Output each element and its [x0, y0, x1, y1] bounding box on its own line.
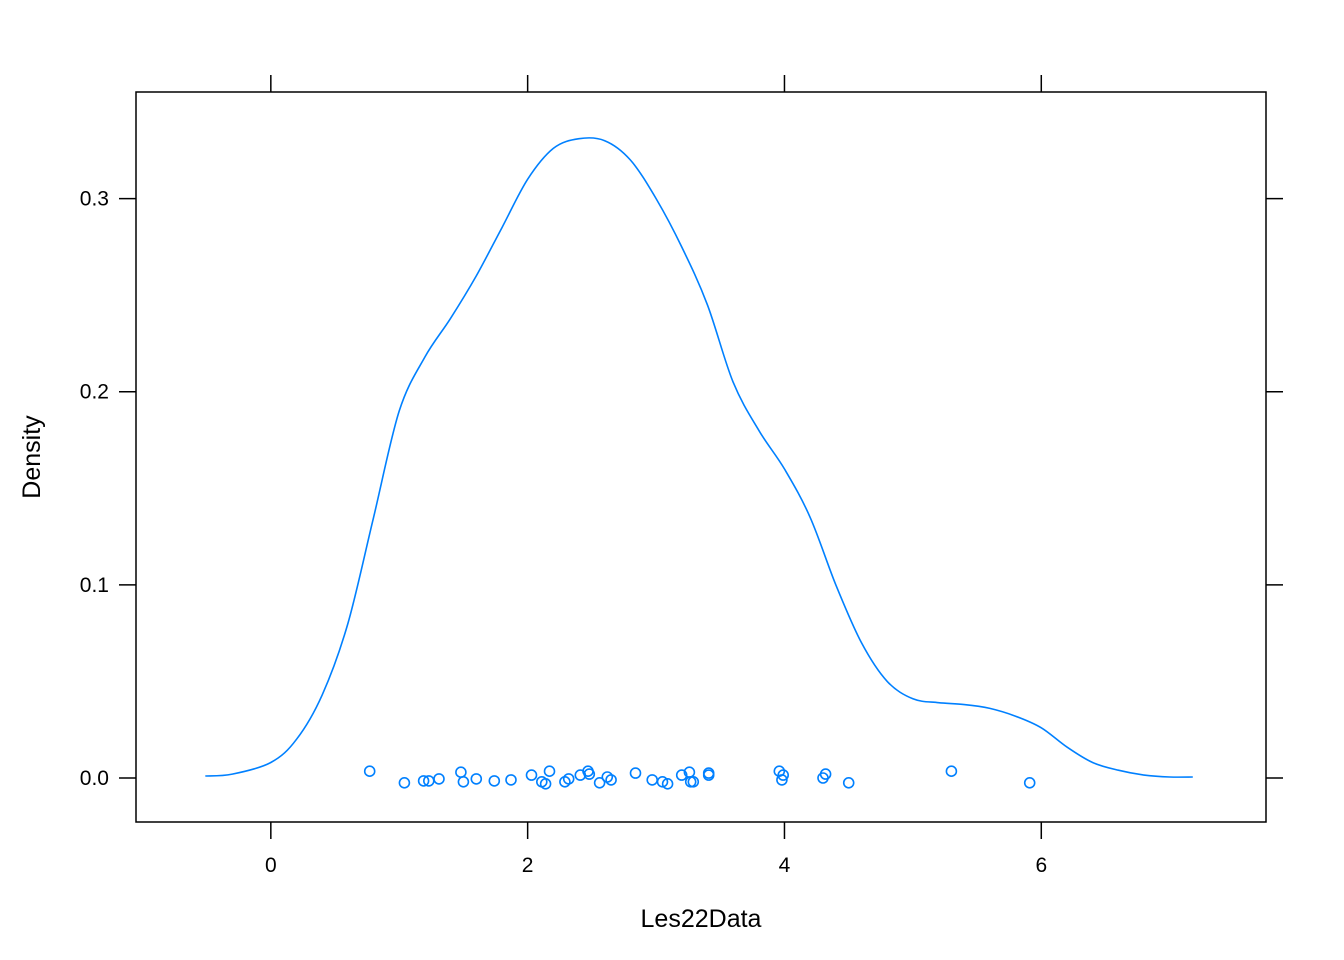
data-point [945, 765, 958, 778]
data-point [363, 765, 376, 778]
y-tick-label: 0.2 [80, 381, 109, 404]
x-tick-label: 0 [265, 854, 277, 877]
y-tick-label: 0.3 [80, 188, 109, 211]
plot-frame [135, 91, 1267, 823]
data-point [470, 773, 483, 785]
data-point [525, 769, 538, 781]
data-point [629, 767, 642, 779]
data-point [777, 769, 790, 781]
data-point [842, 776, 855, 789]
data-point [505, 774, 517, 786]
y-axis-title: Density [18, 415, 46, 499]
data-point [433, 773, 445, 785]
data-point [539, 777, 552, 790]
data-point [1023, 776, 1036, 789]
x-tick-label: 6 [1035, 854, 1047, 877]
data-point [488, 775, 501, 787]
data-points [363, 765, 1036, 790]
data-point [457, 775, 470, 788]
data-point [646, 774, 659, 786]
data-point [562, 773, 575, 785]
x-axis-title: Les22Data [641, 905, 762, 933]
data-point [776, 774, 788, 786]
data-point [702, 769, 715, 781]
data-point [675, 769, 688, 781]
data-point [605, 774, 617, 786]
x-axis: 0 2 4 6 [265, 75, 1047, 877]
data-point [656, 775, 669, 788]
data-point [417, 775, 430, 787]
data-point [398, 776, 411, 789]
y-tick-label: 0.0 [80, 767, 109, 790]
data-point [455, 766, 467, 779]
data-point [593, 776, 606, 789]
data-point [543, 765, 556, 778]
y-axis: 0.0 0.1 0.2 0.3 [80, 188, 1283, 790]
data-point [583, 768, 596, 780]
density-curve [205, 137, 1193, 778]
x-tick-label: 2 [522, 854, 534, 877]
x-tick-label: 4 [779, 854, 791, 877]
data-point [819, 768, 832, 780]
data-point [661, 777, 674, 790]
y-tick-label: 0.1 [80, 574, 109, 597]
data-point [687, 775, 700, 788]
